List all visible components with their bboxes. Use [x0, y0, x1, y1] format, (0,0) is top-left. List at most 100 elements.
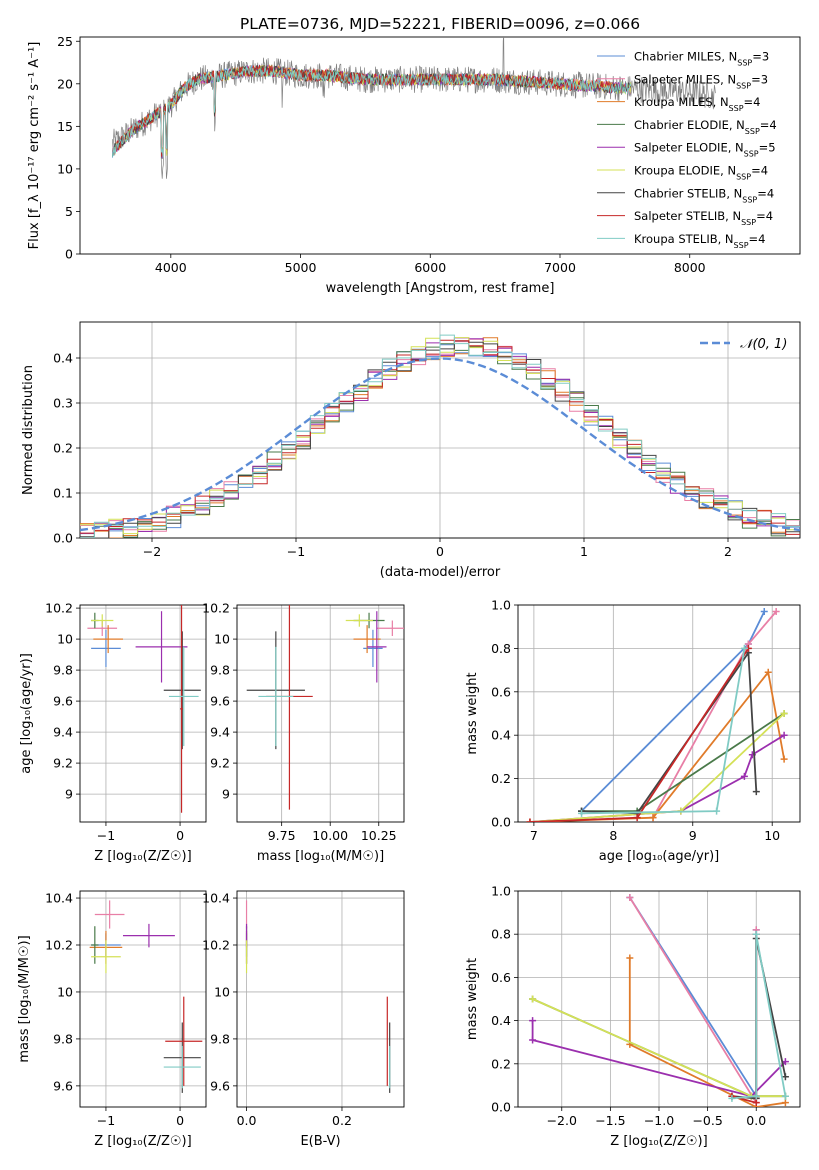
spectrum-xtick-label: 8000 [674, 260, 706, 275]
residuals-ytick-label: 0.1 [53, 486, 73, 501]
residuals-xtick-label: 1 [580, 544, 588, 559]
age_vs_Z-frame [79, 604, 207, 823]
age_vs_Z-xtick-label: 0 [176, 828, 184, 843]
weight_vs_Z-line-kroupa-miles [628, 958, 786, 1107]
weight_vs_age-ytick-label: 1.0 [491, 598, 511, 613]
age_vs_mass-xtick-label: 10.00 [312, 828, 348, 843]
weight_vs_Z-marker-salpeter-miles [626, 893, 634, 901]
weight_vs_Z-line-salpeter-miles [629, 897, 758, 1106]
residuals-axes: −2 −1 0 1 2 0.0 0.1 0.2 0.3 0.4 (data-model)/error… [21, 321, 801, 580]
weight_vs_Z-ytick-label: 0.6 [491, 970, 511, 985]
age_vs_Z-points [87, 605, 201, 813]
legend-label-chabrier-miles: Chabrier MILES, NSSP=3 [634, 50, 769, 68]
weight_vs_Z-xtick-label: −2.0 [547, 1113, 577, 1128]
weight_vs_Z-ytick-label: 0.4 [491, 1013, 511, 1028]
weight_vs_age-marker-kroupa-stelib [740, 644, 748, 652]
legend-label-kroupa-miles: Kroupa MILES, NSSP=4 [634, 95, 760, 113]
weight_vs_age-xtick-label: 10 [764, 828, 780, 843]
weight_vs_age-marker-salpeter-stelib [633, 814, 641, 822]
mass_vs_Z-ytick-label: 10 [57, 984, 73, 999]
weight_vs_age-ytick-label: 0.2 [491, 771, 511, 786]
weight_vs_Z-marker-kroupa-elodie [529, 995, 537, 1003]
spectrum-xtick-label: 4000 [155, 260, 187, 275]
weight_vs_Z-marker-kroupa-stelib [781, 1092, 789, 1100]
spectrum-data-line [112, 37, 716, 179]
spectrum-ytick-label: 25 [57, 34, 73, 49]
residuals-ytick-label: 0.3 [53, 396, 73, 411]
weight_vs_Z-lines [529, 893, 789, 1107]
spectrum-frame [79, 36, 801, 255]
legend-label-kroupa-stelib: Kroupa STELIB, NSSP=4 [634, 232, 765, 250]
weight_vs_age-marker-kroupa-miles [780, 755, 788, 763]
age_vs_Z-xtick-label: −1 [97, 828, 115, 843]
weight_vs_Z-marker-salpeter-elodie [529, 1017, 537, 1025]
mass_vs_Z-points [89, 900, 203, 1093]
weight_vs_age-marker-kroupa-miles [764, 668, 772, 676]
residual-legend-label: 𝒩(0, 1) [740, 337, 787, 352]
residual-hist-kroupa-stelib [80, 334, 800, 538]
legend-label-salpeter-stelib: Salpeter STELIB, NSSP=4 [634, 209, 773, 227]
age_vs_mass-ytick-label: 9.6 [210, 694, 230, 709]
gaussian-curve [80, 357, 800, 532]
spectrum-lines [112, 37, 716, 179]
weight_vs_age-line-salpeter-miles [652, 610, 777, 819]
weight_vs_age-ytick-label: 0.8 [491, 641, 511, 656]
figure-title: PLATE=0736, MJD=52221, FIBERID=0096, z=0… [240, 15, 640, 33]
weight_vs_age-xtick-label: 9 [689, 828, 697, 843]
spectrum-legend: Chabrier MILES, NSSP=3 Salpeter MILES, NS… [597, 50, 777, 250]
weight_vs_age-marker-salpeter-stelib [526, 818, 534, 822]
weight_vs_Z-marker-salpeter-stelib [752, 1099, 760, 1107]
weight_vs_age-ytick-label: 0.6 [491, 684, 511, 699]
legend-label-kroupa-elodie: Kroupa ELODIE, NSSP=4 [634, 164, 768, 182]
residuals-xtick-label: 2 [724, 544, 732, 559]
age_vs_mass-xtick-label: 10.25 [361, 828, 397, 843]
spectrum-model-kroupa-stelib [112, 65, 632, 158]
mass_vs_EBV-points [245, 900, 391, 1093]
weight_vs_Z-ytick-label: 1.0 [491, 884, 511, 899]
legend-label-salpeter-elodie: Salpeter ELODIE, NSSP=5 [634, 141, 776, 159]
mass_vs_Z-ytick-label: 10.2 [45, 938, 73, 953]
residuals-ylabel: Normed distribution [21, 365, 36, 495]
weight_vs_Z-line-kroupa-stelib [731, 934, 787, 1100]
mass_vs_EBV-axes: 0.0 0.2 9.6 9.8 10 10.2 10.4 E(B-V) [202, 891, 405, 1149]
age_vs_mass-points [246, 605, 404, 810]
age_vs_mass-xlabel: mass [log₁₀(M/M☉)] [257, 849, 384, 864]
weight_vs_Z-axes: −2.0 −1.5 −1.0 −0.5 0.0 0.0 0.2 0.4 0.6 0.8 1.0 Z [… [465, 884, 801, 1149]
mass_vs_EBV-ytick-label: 9.8 [210, 1031, 230, 1046]
mass_vs_Z-xtick-label: −1 [97, 1113, 115, 1128]
mass_vs_EBV-ytick-label: 10.4 [202, 891, 230, 906]
weight_vs_age-xlabel: age [log₁₀(age/yr)] [599, 849, 720, 864]
legend-label-salpeter-miles: Salpeter MILES, NSSP=3 [634, 72, 768, 90]
weight_vs_Z-xtick-label: −1.5 [595, 1113, 625, 1128]
weight_vs_age-marker-kroupa-elodie [780, 710, 788, 717]
mass_vs_Z-ylabel: mass [log₁₀(M/M☉)] [17, 935, 32, 1062]
weight_vs_age-marker-chabrier-stelib [752, 788, 760, 796]
weight_vs_Z-ytick-label: 0.2 [491, 1056, 511, 1071]
weight_vs_Z-marker-kroupa-stelib [728, 1094, 736, 1102]
weight_vs_Z-frame [517, 890, 801, 1108]
spectrum-ytick-label: 5 [65, 204, 73, 219]
weight_vs_age-ytick-label: 0.0 [491, 815, 511, 830]
mass_vs_EBV-ytick-label: 10 [214, 984, 230, 999]
spectrum-axes: 4000 5000 6000 7000 8000 0 5 10 15 20 25 wavelength… [27, 34, 801, 296]
weight_vs_age-axes: 7 8 9 10 0.0 0.2 0.4 0.6 0.8 1.0 age [log₁₀(age/yr… [465, 598, 801, 864]
weight_vs_Z-ylabel: mass weight [465, 958, 480, 1040]
mass_vs_EBV-ytick-label: 10.2 [202, 938, 230, 953]
weight_vs_age-ytick-label: 0.4 [491, 728, 511, 743]
weight_vs_Z-line-salpeter-elodie [531, 1020, 787, 1098]
residuals-xlabel: (data-model)/error [380, 565, 501, 580]
age_vs_Z-ytick-label: 9.2 [53, 756, 73, 771]
weight_vs_age-marker-kroupa-stelib [578, 809, 586, 817]
weight_vs_Z-xtick-label: −0.5 [692, 1113, 722, 1128]
weight_vs_Z-marker-kroupa-miles [626, 954, 634, 962]
weight_vs_Z-ytick-label: 0.8 [491, 927, 511, 942]
residuals-xtick-label: 0 [436, 544, 444, 559]
weight_vs_age-marker-salpeter-elodie [780, 731, 788, 739]
age_vs_Z-xlabel: Z [log₁₀(Z/Z☉)] [94, 849, 191, 864]
residual-histograms [80, 334, 800, 538]
age_vs_Z-ytick-label: 9 [65, 787, 73, 802]
weight_vs_age-frame [517, 604, 801, 823]
weight_vs_Z-marker-salpeter-elodie [529, 1036, 537, 1044]
weight_vs_Z-line-chabrier-stelib [731, 938, 787, 1100]
